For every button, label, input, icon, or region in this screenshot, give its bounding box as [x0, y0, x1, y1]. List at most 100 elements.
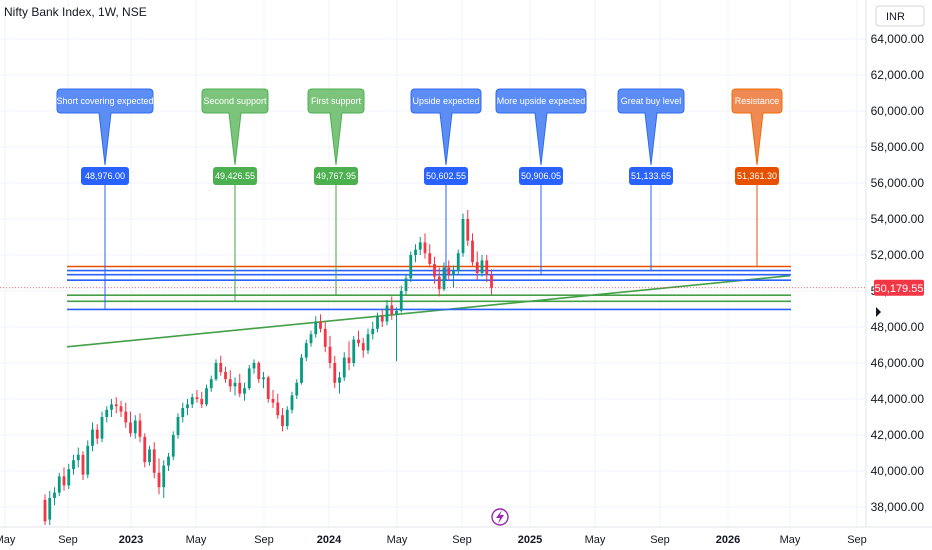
- candle-body: [466, 219, 470, 241]
- candle-body: [262, 377, 265, 380]
- candle-body: [119, 406, 123, 412]
- price-axis: 38,000.00 40,000.00 42,000.00 44,000.00 46,0…: [865, 0, 925, 527]
- candle-body: [181, 408, 185, 417]
- candle-body: [480, 260, 484, 273]
- candle-body: [442, 267, 446, 290]
- level-price-tag: [735, 167, 779, 185]
- level-price-label: 50,906.05: [521, 171, 561, 181]
- candle-body: [224, 372, 227, 380]
- candle-body: [228, 379, 232, 387]
- candle-body: [214, 363, 218, 380]
- candle-body: [361, 343, 365, 351]
- candles: [43, 210, 493, 525]
- callout-bubble: [410, 88, 482, 166]
- callout-label: Upside expected: [412, 96, 479, 106]
- y-tick-label: 42,000.00: [871, 428, 925, 442]
- candle-body: [295, 382, 299, 396]
- candle-body: [390, 305, 394, 315]
- y-tick-label: 52,000.00: [871, 248, 925, 262]
- candle-body: [490, 274, 493, 288]
- x-tick-label: May: [186, 534, 207, 546]
- y-tick-label: 38,000.00: [871, 500, 925, 514]
- candle-body: [485, 260, 489, 275]
- current-price-label: 50,179.55: [875, 283, 924, 295]
- candle-body: [110, 404, 113, 410]
- trend-line: [66, 274, 791, 348]
- candle-body: [414, 249, 417, 255]
- y-tick-label: 46,000.00: [871, 356, 925, 370]
- candle-body: [167, 456, 170, 466]
- candle-body: [152, 449, 156, 473]
- candle-body: [271, 399, 275, 403]
- candle-body: [62, 476, 66, 486]
- candle-body: [209, 379, 213, 389]
- currency-box: [875, 5, 925, 27]
- candle-body: [67, 469, 71, 486]
- callout-label: Short covering expected: [56, 96, 153, 106]
- candle-body: [323, 328, 327, 347]
- level-price-label: 48,976.00: [85, 171, 125, 181]
- x-tick-label: May: [780, 534, 801, 546]
- candle-body: [342, 357, 346, 378]
- x-tick-label: 2023: [119, 534, 143, 546]
- level-price-tag: [629, 167, 673, 185]
- candle-body: [148, 449, 151, 462]
- level-price-label: 50,602.55: [426, 171, 466, 181]
- y-tick-label: 40,000.00: [871, 464, 925, 478]
- level-price-tag: [424, 167, 468, 185]
- x-tick-label: 2024: [317, 534, 342, 546]
- candle-body: [456, 253, 460, 272]
- callout-bubble: [201, 88, 269, 166]
- candle-body: [133, 420, 137, 434]
- y-tick-label: 56,000.00: [871, 176, 925, 190]
- candle-body: [276, 402, 280, 416]
- x-tick-label: Sep: [650, 534, 670, 546]
- candle-body: [395, 310, 398, 315]
- candle-body: [91, 429, 94, 446]
- candle-body: [176, 417, 180, 435]
- callout-bubble: [731, 88, 783, 166]
- candle-body: [200, 399, 204, 405]
- level-price-label: 51,361.30: [737, 171, 777, 181]
- level-price-tag: [519, 167, 563, 185]
- candle-body: [129, 422, 132, 434]
- time-axis: May Sep 2023 May Sep 2024 May Sep 2025 May Sep 2026…: [0, 526, 932, 546]
- callout-label: Resistance: [735, 96, 780, 106]
- candle-body: [423, 242, 427, 254]
- candle-body: [257, 363, 261, 380]
- x-tick-label: Sep: [452, 534, 472, 546]
- callout-bubble: [617, 88, 685, 166]
- y-tick-label: 60,000.00: [871, 104, 925, 118]
- callout-bubble: [56, 88, 154, 166]
- currency-label: INR: [886, 11, 905, 23]
- candle-body: [290, 395, 294, 410]
- lightning-icon: [491, 508, 509, 526]
- callout-label: More upside expected: [497, 96, 586, 106]
- level-price-label: 49,426.55: [215, 171, 255, 181]
- candle-body: [352, 339, 356, 363]
- candle-body: [461, 219, 465, 254]
- y-tick-label: 44,000.00: [871, 392, 925, 406]
- candle-body: [409, 255, 413, 279]
- candle-body: [266, 377, 270, 399]
- candle-body: [428, 253, 432, 264]
- candle-body: [418, 242, 422, 250]
- x-tick-label: 2025: [518, 534, 542, 546]
- candle-body: [371, 328, 375, 335]
- callout-bubble: [495, 88, 587, 166]
- candle-body: [43, 499, 47, 522]
- candle-body: [376, 316, 379, 329]
- y-tick-label: 54,000.00: [871, 212, 925, 226]
- candle-body: [300, 357, 303, 383]
- candle-body: [238, 382, 242, 394]
- candle-body: [205, 388, 208, 405]
- candle-body: [186, 404, 189, 408]
- candle-body: [233, 382, 237, 387]
- chart-title: Nifty Bank Index, 1W, NSE: [4, 5, 147, 19]
- candle-body: [143, 436, 147, 462]
- candle-body: [309, 334, 313, 344]
- candle-body: [399, 291, 403, 311]
- candle-body: [319, 321, 322, 329]
- candle-body: [247, 368, 251, 389]
